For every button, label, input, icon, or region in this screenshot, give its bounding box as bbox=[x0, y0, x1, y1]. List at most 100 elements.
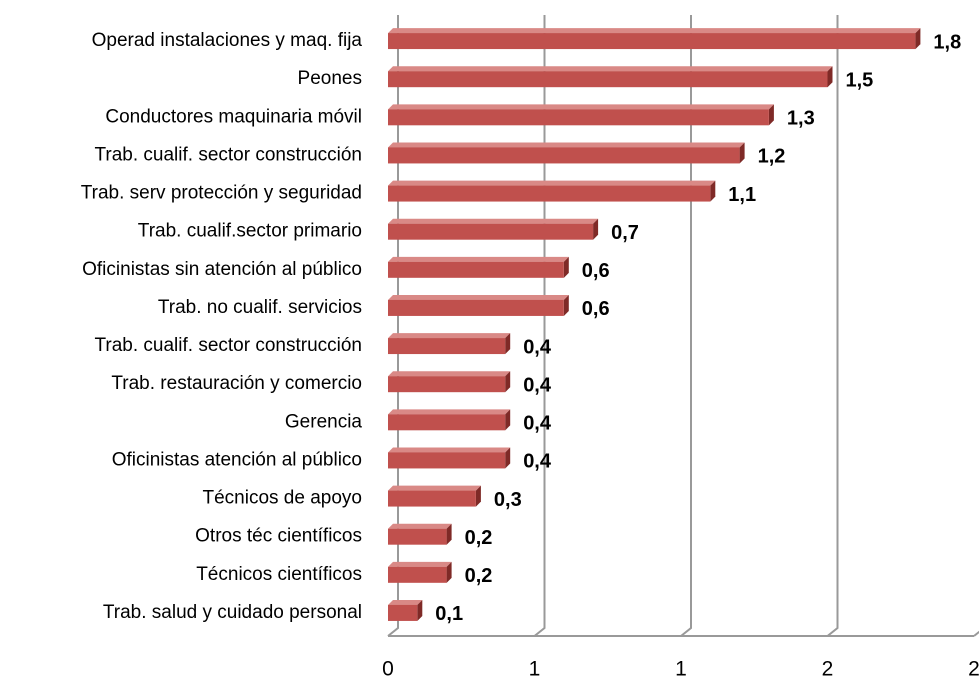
bar-face bbox=[388, 294, 569, 300]
y-tick-label: Trab. cualif.sector primario bbox=[138, 221, 362, 242]
data-label: 1,1 bbox=[728, 184, 756, 206]
bar-face bbox=[388, 528, 447, 545]
data-label: 0,4 bbox=[523, 336, 552, 358]
x-tick-label: 0 bbox=[382, 658, 394, 681]
bar-face bbox=[388, 414, 506, 431]
bar-face bbox=[915, 28, 921, 50]
bar-face bbox=[388, 104, 774, 110]
bar bbox=[388, 599, 423, 621]
bar-face bbox=[505, 447, 511, 469]
bar-face bbox=[388, 599, 423, 605]
bar bbox=[388, 371, 511, 393]
grid-line bbox=[973, 630, 979, 637]
bar-face bbox=[505, 333, 511, 355]
bar-face bbox=[388, 485, 481, 491]
bar-face bbox=[768, 104, 774, 126]
bar-face bbox=[388, 33, 916, 50]
bar-face bbox=[388, 142, 745, 148]
y-tick-label: Conductores maquinaria móvil bbox=[105, 106, 362, 127]
bar-face bbox=[388, 223, 594, 240]
bar-face bbox=[388, 66, 833, 72]
bar-face bbox=[388, 604, 418, 621]
bar bbox=[388, 218, 599, 240]
y-tick-label: Trab. cualif. sector construcción bbox=[94, 335, 362, 356]
data-label: 0,6 bbox=[582, 298, 610, 320]
y-tick-label: Oficinistas sin atención al público bbox=[82, 259, 362, 280]
y-tick-label: Trab. salud y cuidado personal bbox=[103, 602, 362, 623]
y-tick-label: Operad instalaciones y maq. fija bbox=[92, 30, 363, 51]
bar-face bbox=[446, 561, 452, 583]
bar-face bbox=[446, 523, 452, 545]
data-label: 0,2 bbox=[465, 565, 493, 587]
bar-face bbox=[388, 447, 511, 453]
data-label: 0,4 bbox=[523, 374, 552, 396]
bar-face bbox=[388, 180, 716, 186]
y-tick-label: Técnicos científicos bbox=[196, 564, 362, 585]
x-tick-label: 2 bbox=[822, 658, 834, 681]
y-tick-label: Otros téc científicos bbox=[195, 526, 362, 547]
x-tick-label: 1 bbox=[675, 658, 687, 681]
bar-face bbox=[417, 599, 423, 621]
data-label: 0,7 bbox=[611, 222, 639, 244]
data-label: 1,2 bbox=[758, 146, 786, 168]
bar-face bbox=[388, 333, 511, 339]
bar bbox=[388, 561, 452, 583]
data-label: 0,4 bbox=[523, 451, 552, 473]
bar-face bbox=[388, 566, 447, 583]
bar bbox=[388, 294, 569, 316]
bar-face bbox=[388, 109, 769, 126]
x-tick-label: 2 bbox=[968, 658, 979, 681]
x-tick-label: 1 bbox=[529, 658, 541, 681]
data-label: 1,8 bbox=[933, 31, 961, 53]
bar-face bbox=[563, 256, 569, 278]
bar-face bbox=[388, 185, 711, 202]
bar-face bbox=[388, 371, 511, 377]
y-tick-label: Oficinistas atención al público bbox=[112, 449, 362, 470]
y-tick-label: Trab. no cualif. servicios bbox=[158, 297, 362, 318]
data-label: 1,3 bbox=[787, 108, 815, 130]
y-tick-label: Trab. restauración y comercio bbox=[111, 373, 362, 394]
data-label: 0,6 bbox=[582, 260, 610, 282]
bar-face bbox=[388, 261, 564, 278]
bar-face bbox=[388, 28, 921, 34]
grid-line bbox=[680, 15, 692, 637]
bar-face bbox=[388, 409, 511, 415]
bar-face bbox=[388, 452, 506, 469]
data-label: 0,2 bbox=[465, 527, 493, 549]
bar-face bbox=[388, 71, 828, 88]
y-tick-label: Trab. serv protección y seguridad bbox=[81, 183, 362, 204]
bar-face bbox=[505, 371, 511, 393]
bar-face bbox=[388, 523, 452, 529]
y-tick-label: Gerencia bbox=[285, 411, 363, 432]
bar bbox=[388, 447, 511, 469]
data-label: 1,5 bbox=[846, 69, 874, 91]
grid-line bbox=[826, 15, 839, 637]
bar-face bbox=[739, 142, 745, 164]
bar-face bbox=[388, 218, 599, 224]
data-label: 0,3 bbox=[494, 489, 522, 511]
y-tick-label: Peones bbox=[298, 68, 362, 89]
bar bbox=[388, 142, 745, 164]
bar bbox=[388, 409, 511, 431]
bar bbox=[388, 485, 481, 507]
bar bbox=[388, 66, 833, 88]
y-tick-label: Técnicos de apoyo bbox=[203, 488, 363, 509]
bar-face bbox=[827, 66, 833, 88]
bar-face bbox=[505, 409, 511, 431]
bar-face bbox=[593, 218, 599, 240]
bar bbox=[388, 180, 716, 202]
bar-face bbox=[388, 376, 506, 393]
bar bbox=[388, 523, 452, 545]
bar bbox=[388, 256, 569, 278]
bar-face bbox=[388, 299, 564, 316]
bar-face bbox=[388, 338, 506, 355]
bar-face bbox=[388, 256, 569, 262]
bar-face bbox=[563, 294, 569, 316]
data-label: 0,1 bbox=[435, 603, 463, 625]
bar-face bbox=[388, 147, 740, 164]
bar-face bbox=[710, 180, 716, 202]
data-label: 0,4 bbox=[523, 413, 552, 435]
bar-face bbox=[388, 561, 452, 567]
bar bbox=[388, 28, 921, 50]
